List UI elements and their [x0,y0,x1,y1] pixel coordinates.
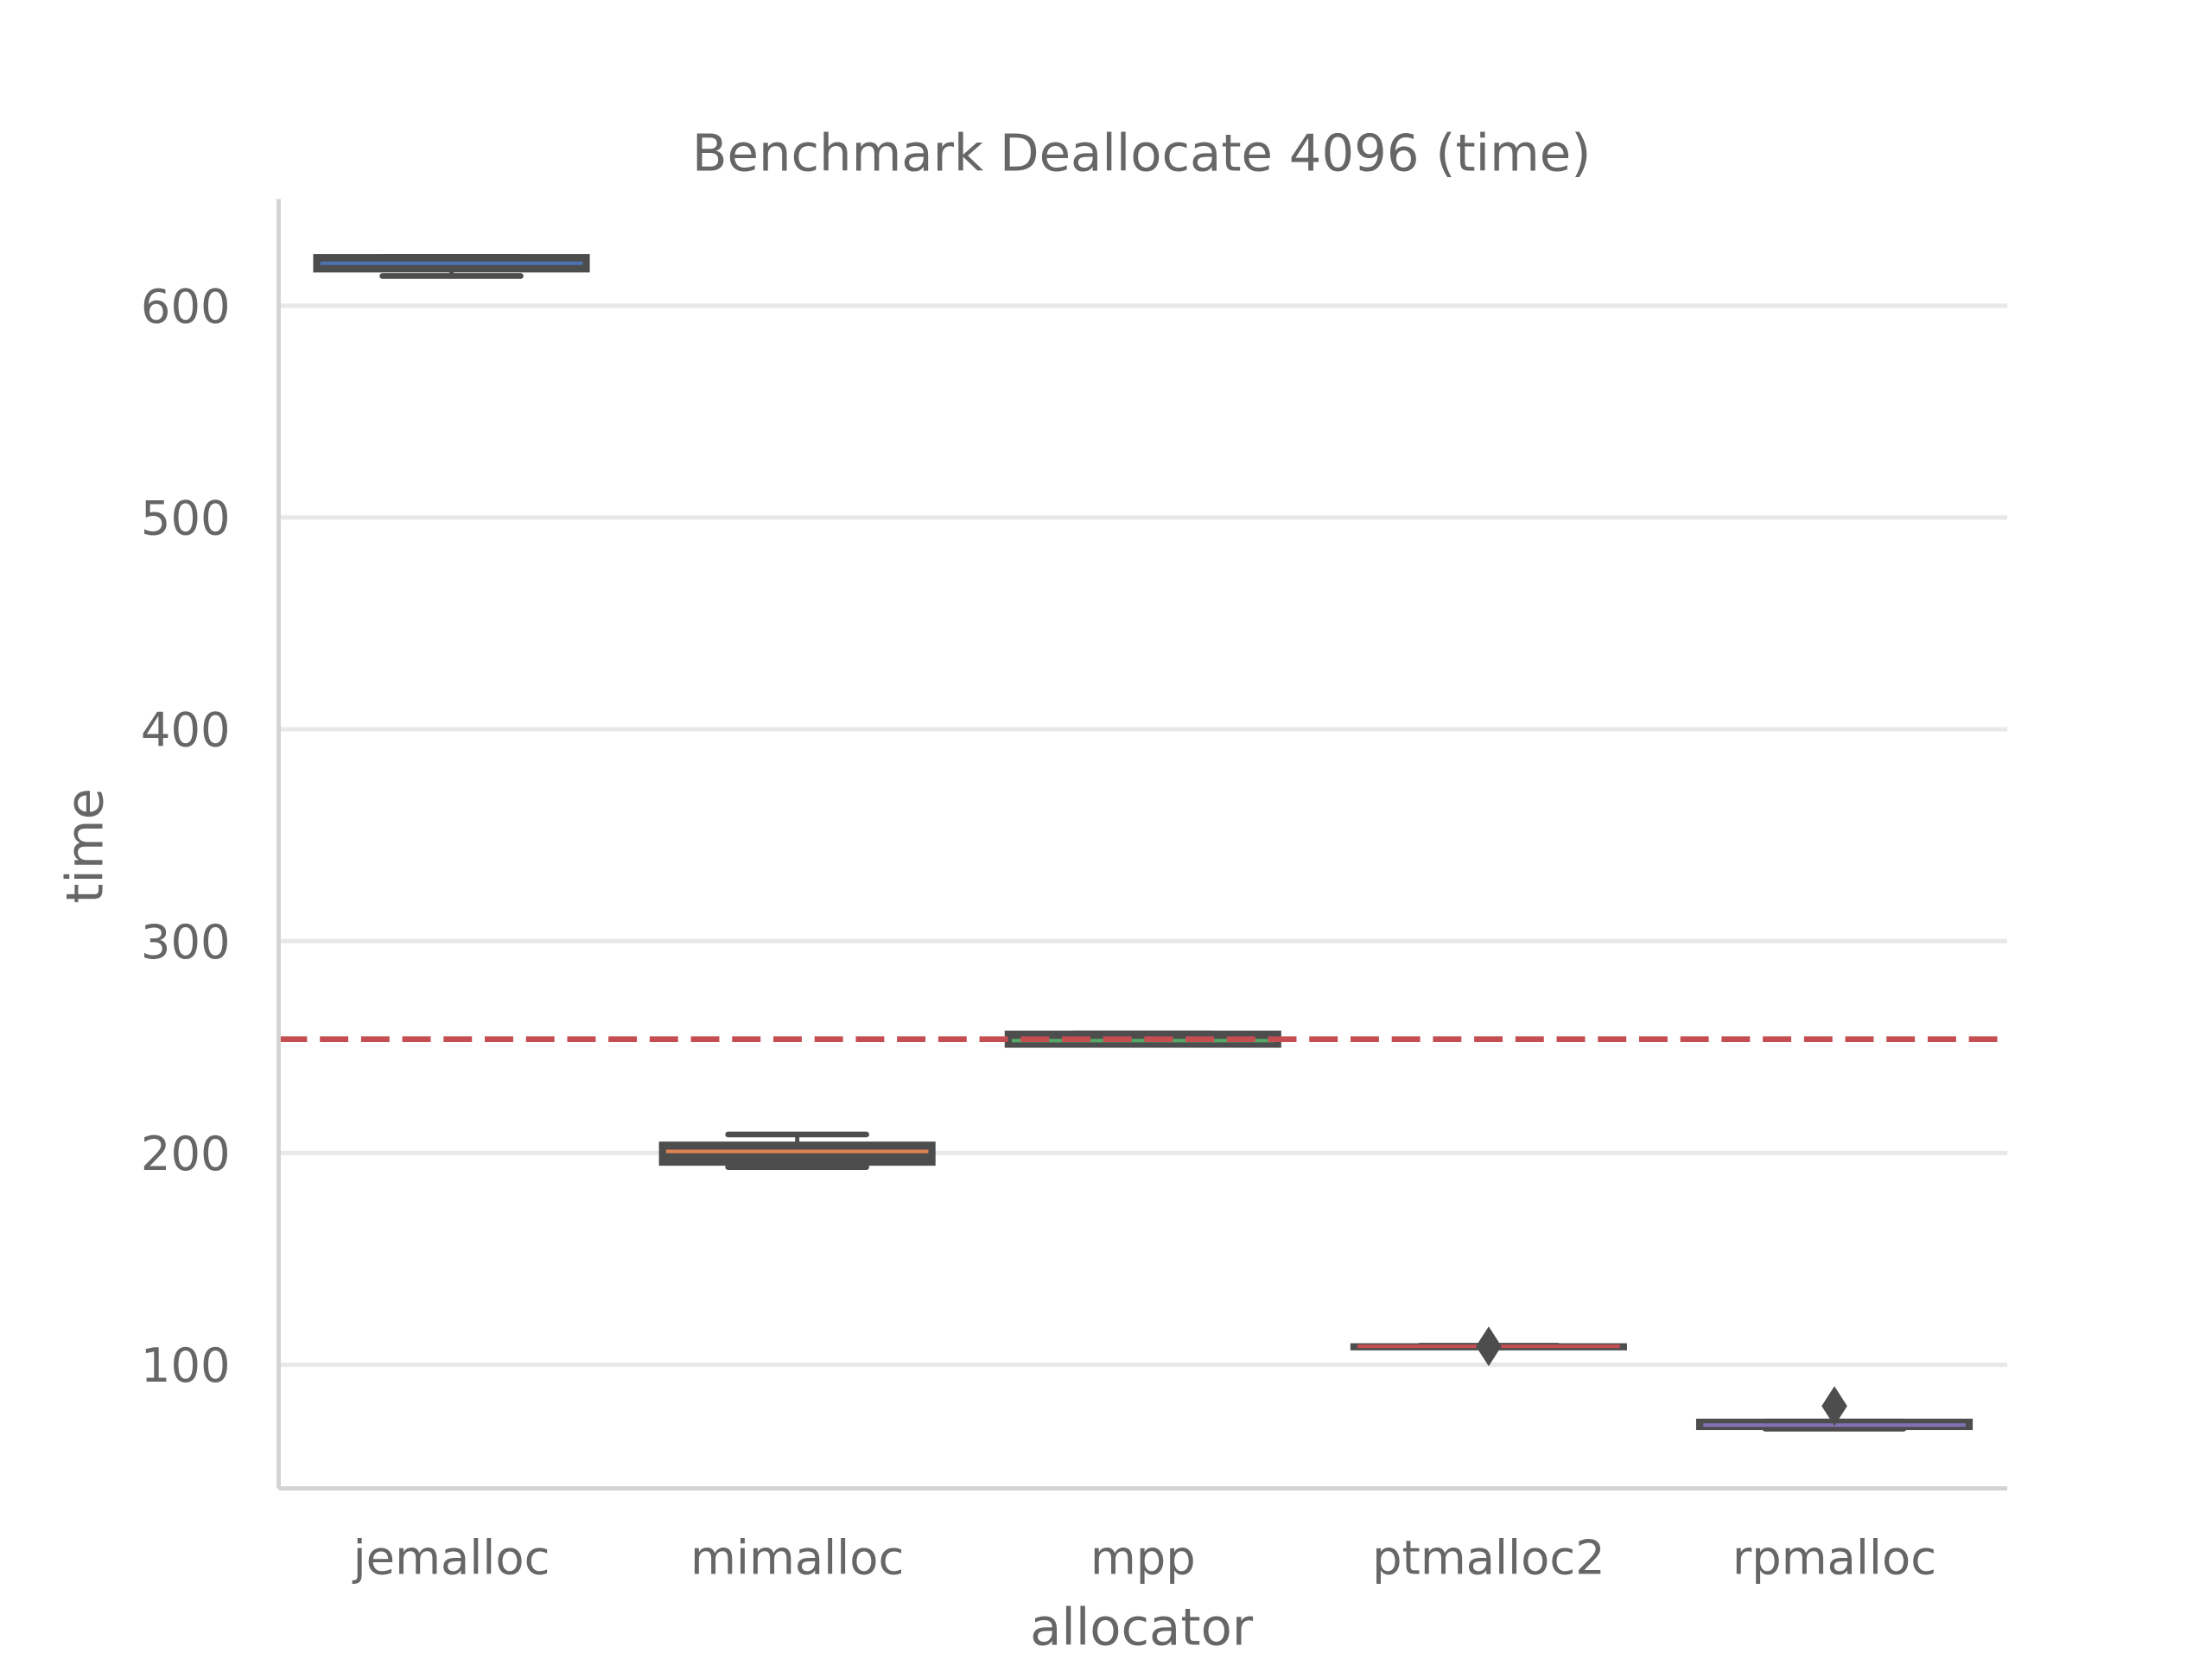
chart-title: Benchmark Deallocate 4096 (time) [692,123,1591,182]
boxes [278,254,2008,1432]
y-ticks: 100 200 300 400 500 600 [141,279,231,1393]
x-tick-label: mpp [1090,1530,1196,1585]
outlier-point [1821,1386,1847,1427]
box-jemalloc [313,254,590,279]
box-ptmalloc2 [1350,1326,1627,1367]
box-rpmalloc [1695,1386,1974,1432]
y-tick-label: 100 [141,1338,231,1393]
y-tick-label: 300 [141,915,231,969]
y-tick-label: 200 [141,1127,231,1181]
y-tick-label: 400 [141,703,231,758]
outlier-point [1476,1326,1502,1367]
x-tick-label: mimalloc [690,1530,904,1585]
y-tick-label: 500 [141,492,231,546]
box [658,1141,936,1166]
y-tick-label: 600 [141,279,231,334]
y-axis-label: time [54,788,114,904]
x-tick-label: ptmalloc2 [1372,1530,1605,1585]
x-axis-label: allocator [1030,1598,1254,1657]
x-tick-label: jemalloc [353,1530,550,1585]
x-tick-label: rpmalloc [1732,1530,1936,1585]
grid [278,303,2008,1367]
x-ticks: jemalloc mimalloc mpp ptmalloc2 rpmalloc [353,1530,1936,1585]
box-mimalloc [658,1131,936,1171]
